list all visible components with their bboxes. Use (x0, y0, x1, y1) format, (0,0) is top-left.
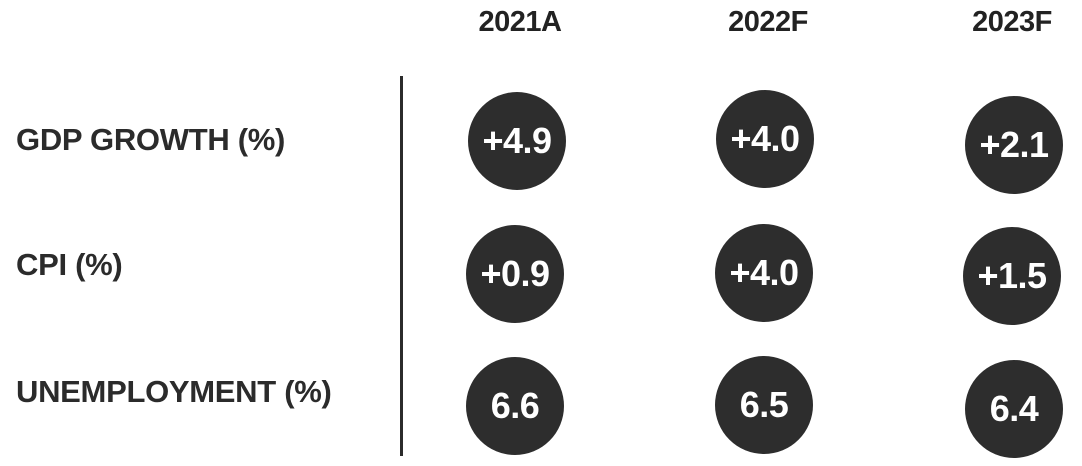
column-header-2021a: 2021A (478, 6, 562, 38)
column-header-2022f: 2022F (728, 6, 808, 38)
value-bubble-cpi-2023f: +1.5 (963, 227, 1061, 325)
column-header-2023f: 2023F (972, 6, 1052, 38)
value-bubble-gdp-2022f: +4.0 (716, 90, 814, 188)
value-bubble-cpi-2022f: +4.0 (715, 224, 813, 322)
value-bubble-gdp-2021a: +4.9 (468, 92, 566, 190)
value-bubble-gdp-2023f: +2.1 (965, 96, 1063, 194)
value-bubble-cpi-2021a: +0.9 (466, 225, 564, 323)
value-bubble-unemployment-2021a: 6.6 (466, 357, 564, 455)
vertical-divider (400, 76, 403, 456)
row-label-unemployment: UNEMPLOYMENT (%) (16, 374, 332, 409)
value-bubble-unemployment-2023f: 6.4 (965, 360, 1063, 458)
row-label-gdp-growth: GDP GROWTH (%) (16, 122, 286, 157)
row-label-cpi: CPI (%) (16, 247, 123, 282)
value-bubble-unemployment-2022f: 6.5 (715, 356, 813, 454)
